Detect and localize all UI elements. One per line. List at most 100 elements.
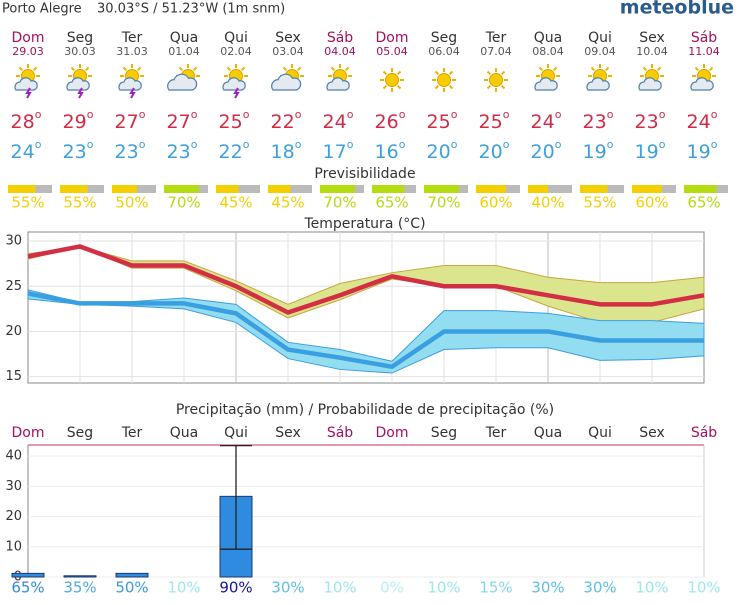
bar <box>216 185 239 193</box>
day-date: 05.04 <box>376 45 408 58</box>
sun-ray <box>122 66 128 72</box>
sun-ray <box>192 66 198 72</box>
day-date: 09.04 <box>584 45 616 58</box>
sun-ray <box>330 66 336 72</box>
day-name: Sex <box>275 425 301 441</box>
sun-ray <box>642 66 648 72</box>
probability-label: 30% <box>583 579 616 597</box>
y-tick-label: 20 <box>5 509 22 524</box>
weather-icon <box>118 64 144 99</box>
sun <box>385 73 399 87</box>
temp-value: 23 <box>635 111 659 133</box>
day-name: Qua <box>170 425 198 441</box>
day-date: 29.03 <box>12 45 44 58</box>
probability-label: 35% <box>63 579 96 597</box>
weather-icon <box>66 64 92 99</box>
sun-ray <box>552 66 558 72</box>
temp-value: 20 <box>479 141 503 163</box>
temp-max: 24o <box>323 108 354 133</box>
weather-icon <box>484 68 508 92</box>
temp-value: 23 <box>583 111 607 133</box>
day-name: Qui <box>224 425 248 441</box>
bar <box>684 185 717 193</box>
probability-label: 10% <box>427 579 460 597</box>
sun-ray <box>500 84 506 90</box>
value-label: 55% <box>63 194 96 212</box>
sun-ray <box>448 70 454 76</box>
brand-logo[interactable]: meteoblue <box>620 0 734 19</box>
day-name: Qua <box>170 30 198 46</box>
bar <box>320 185 355 193</box>
bar <box>424 185 459 193</box>
day-name: Qui <box>588 425 612 441</box>
day-name: Dom <box>12 30 45 46</box>
day-name: Sáb <box>327 425 353 441</box>
temp-min: 19o <box>635 138 666 163</box>
sun-ray <box>486 70 492 76</box>
temp-value: 19 <box>635 141 659 163</box>
sun-ray <box>656 66 662 72</box>
temp-min: 20o <box>427 138 458 163</box>
temp-min: 23o <box>63 138 94 163</box>
temp-value: 27 <box>115 111 139 133</box>
temp-min: 23o <box>115 138 146 163</box>
degree: o <box>555 108 562 121</box>
lightning <box>129 87 136 99</box>
error-bar <box>220 444 252 550</box>
sun-ray <box>486 84 492 90</box>
value-label: 40% <box>531 194 564 212</box>
value-label: 45% <box>271 194 304 212</box>
day-name: Dom <box>376 425 409 441</box>
weather-icon <box>326 64 352 91</box>
bar <box>11 572 45 578</box>
temp-max: 27o <box>115 108 146 133</box>
y-tick-label: 40 <box>5 449 22 464</box>
day-name: Qui <box>224 30 248 46</box>
weather-icon <box>271 64 304 91</box>
sun-ray <box>396 84 402 90</box>
sun-ray <box>240 66 246 72</box>
weather-icon <box>586 64 612 91</box>
sun-ray <box>282 66 288 72</box>
degree: o <box>295 138 302 151</box>
chart-title: Precipitação (mm) / Probabilidade de pre… <box>176 402 554 418</box>
cloud <box>326 77 350 91</box>
bar <box>164 185 199 193</box>
probability-label: 10% <box>167 579 200 597</box>
weather-icon <box>432 68 456 92</box>
temp-value: 25 <box>427 111 451 133</box>
day-date: 11.04 <box>688 45 720 58</box>
probability-label: 15% <box>479 579 512 597</box>
temp-value: 22 <box>271 111 295 133</box>
sun-ray <box>382 84 388 90</box>
temp-max: 28o <box>11 108 42 133</box>
location: Porto Alegre <box>2 2 82 17</box>
temp-value: 20 <box>531 141 555 163</box>
sun <box>437 73 451 87</box>
day-name: Dom <box>12 425 45 441</box>
temp-value: 25 <box>479 111 503 133</box>
cloud <box>586 77 610 91</box>
cloud <box>66 77 90 91</box>
day-date: 10.04 <box>636 45 668 58</box>
degree: o <box>243 138 250 151</box>
temp-value: 23 <box>115 141 139 163</box>
degree: o <box>87 138 94 151</box>
temp-max: 25o <box>479 108 510 133</box>
value-label: 65% <box>687 194 720 212</box>
sun-ray <box>32 66 38 72</box>
degree: o <box>555 138 562 151</box>
bar <box>632 185 662 193</box>
degree: o <box>399 108 406 121</box>
temp-max: 27o <box>167 108 198 133</box>
day-name: Sex <box>275 30 301 46</box>
temp-value: 19 <box>687 141 711 163</box>
value-label: 65% <box>375 194 408 212</box>
bar <box>372 185 405 193</box>
cloud <box>118 77 142 91</box>
probability-label: 10% <box>323 579 356 597</box>
sun-ray <box>382 70 388 76</box>
bar-track <box>528 185 572 193</box>
degree: o <box>607 138 614 151</box>
temp-max: 23o <box>635 108 666 133</box>
